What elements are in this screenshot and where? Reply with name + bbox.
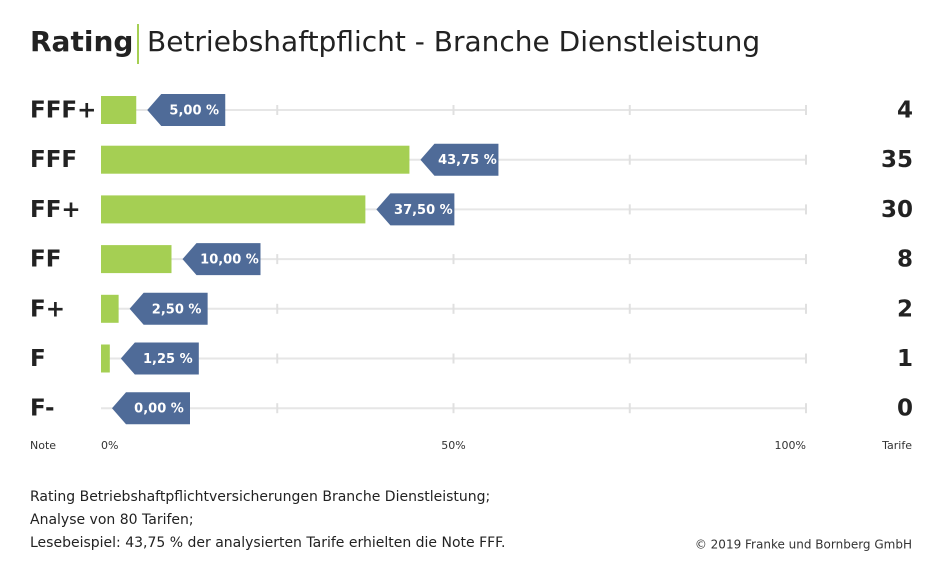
x-tick-label: 100% bbox=[775, 439, 806, 452]
count-label: 0 bbox=[897, 396, 913, 422]
note: Analyse von 80 Tarifen; bbox=[30, 512, 194, 528]
x-tick-label: 50% bbox=[441, 439, 465, 452]
bar bbox=[101, 195, 366, 224]
category-label: F bbox=[30, 346, 46, 372]
value-label-box bbox=[420, 143, 499, 176]
value-label-box bbox=[129, 292, 208, 325]
value-label-box bbox=[147, 94, 226, 126]
value-label-box bbox=[182, 243, 261, 276]
value-label: 10,00 % bbox=[200, 253, 259, 268]
source: © 2019 Franke und Bornberg GmbH bbox=[695, 538, 912, 552]
count-label: 8 bbox=[897, 247, 913, 273]
value-label: 43,75 % bbox=[438, 153, 497, 168]
count-label: 1 bbox=[897, 346, 913, 372]
count-label: 4 bbox=[897, 98, 913, 124]
note: Lesebeispiel: 43,75 % der analysierten T… bbox=[30, 535, 505, 551]
category-label: F- bbox=[30, 396, 55, 422]
note: Rating Betriebshaftpflichtversicherungen… bbox=[30, 489, 490, 505]
category-axis-label: Note bbox=[30, 439, 56, 452]
category-label: FF bbox=[30, 247, 61, 273]
count-axis-label: Tarife bbox=[881, 439, 912, 452]
value-label: 37,50 % bbox=[394, 203, 453, 218]
x-tick-label: 0% bbox=[101, 439, 118, 452]
count-label: 2 bbox=[897, 296, 913, 322]
chart-subtitle: Betriebshaftpflicht - Branche Dienstleis… bbox=[147, 25, 760, 58]
bar bbox=[101, 245, 172, 274]
category-label: FFF bbox=[30, 147, 77, 173]
value-label: 0,00 % bbox=[134, 402, 184, 417]
value-label: 1,25 % bbox=[143, 352, 193, 367]
value-label: 2,50 % bbox=[152, 302, 202, 317]
category-label: FF+ bbox=[30, 197, 81, 223]
category-label: FFF+ bbox=[30, 98, 96, 124]
category-label: F+ bbox=[30, 296, 65, 322]
value-label-box bbox=[112, 392, 190, 425]
count-label: 35 bbox=[881, 147, 913, 173]
value-label: 5,00 % bbox=[169, 104, 219, 119]
bar bbox=[101, 96, 137, 124]
count-label: 30 bbox=[881, 197, 913, 223]
bar bbox=[101, 344, 110, 373]
bar bbox=[101, 294, 119, 323]
value-label-box bbox=[120, 342, 199, 375]
chart-title: Rating bbox=[30, 25, 133, 58]
bar bbox=[101, 145, 410, 174]
value-label-box bbox=[376, 193, 455, 226]
